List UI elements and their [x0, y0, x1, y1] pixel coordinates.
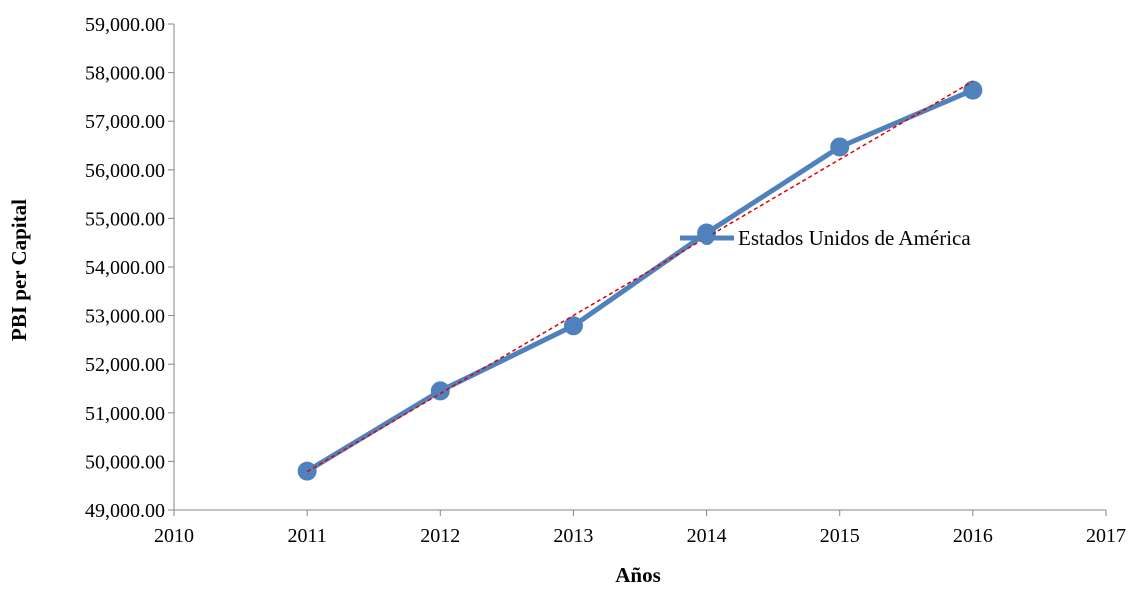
data-point [563, 316, 583, 336]
series-line [305, 87, 974, 474]
y-axis: 49,000.00 50,000.00 51,000.00 52,000.00 53,0… [85, 14, 175, 522]
y-tick-label: 50,000.00 [85, 451, 165, 473]
x-axis-title: Años [615, 563, 661, 587]
data-point [430, 381, 450, 401]
y-tick-label: 56,000.00 [85, 160, 165, 182]
x-tick-label: 2017 [1086, 525, 1126, 547]
x-tick-label: 2014 [687, 525, 727, 547]
x-tick-label: 2011 [288, 525, 327, 547]
x-tick-label: 2012 [420, 525, 460, 547]
y-tick-label: 59,000.00 [85, 14, 165, 36]
y-axis-title: PBI per Capital [7, 199, 31, 341]
y-tick-label: 54,000.00 [85, 257, 165, 279]
y-tick-label: 49,000.00 [85, 500, 165, 522]
x-tick-label: 2015 [820, 525, 860, 547]
x-tick-label: 2010 [154, 525, 194, 547]
y-tick-label: 51,000.00 [85, 403, 165, 425]
y-tick-label: 57,000.00 [85, 111, 165, 133]
x-tick-label: 2016 [953, 525, 993, 547]
legend-label: Estados Unidos de América [738, 226, 971, 250]
y-tick-label: 53,000.00 [85, 306, 165, 328]
legend: Estados Unidos de América [680, 226, 971, 250]
y-tick-label: 55,000.00 [85, 208, 165, 230]
data-point [830, 137, 850, 157]
series-estados-unidos [297, 80, 983, 481]
y-tick-label: 58,000.00 [85, 63, 165, 85]
data-point [963, 80, 983, 100]
trendline [306, 80, 974, 473]
x-axis: 2010 2011 2012 2013 2014 2015 2016 2017 [154, 509, 1126, 547]
x-tick-label: 2013 [553, 525, 593, 547]
y-tick-label: 52,000.00 [85, 354, 165, 376]
legend-swatch-marker [700, 231, 714, 245]
trendline-line [306, 80, 974, 473]
